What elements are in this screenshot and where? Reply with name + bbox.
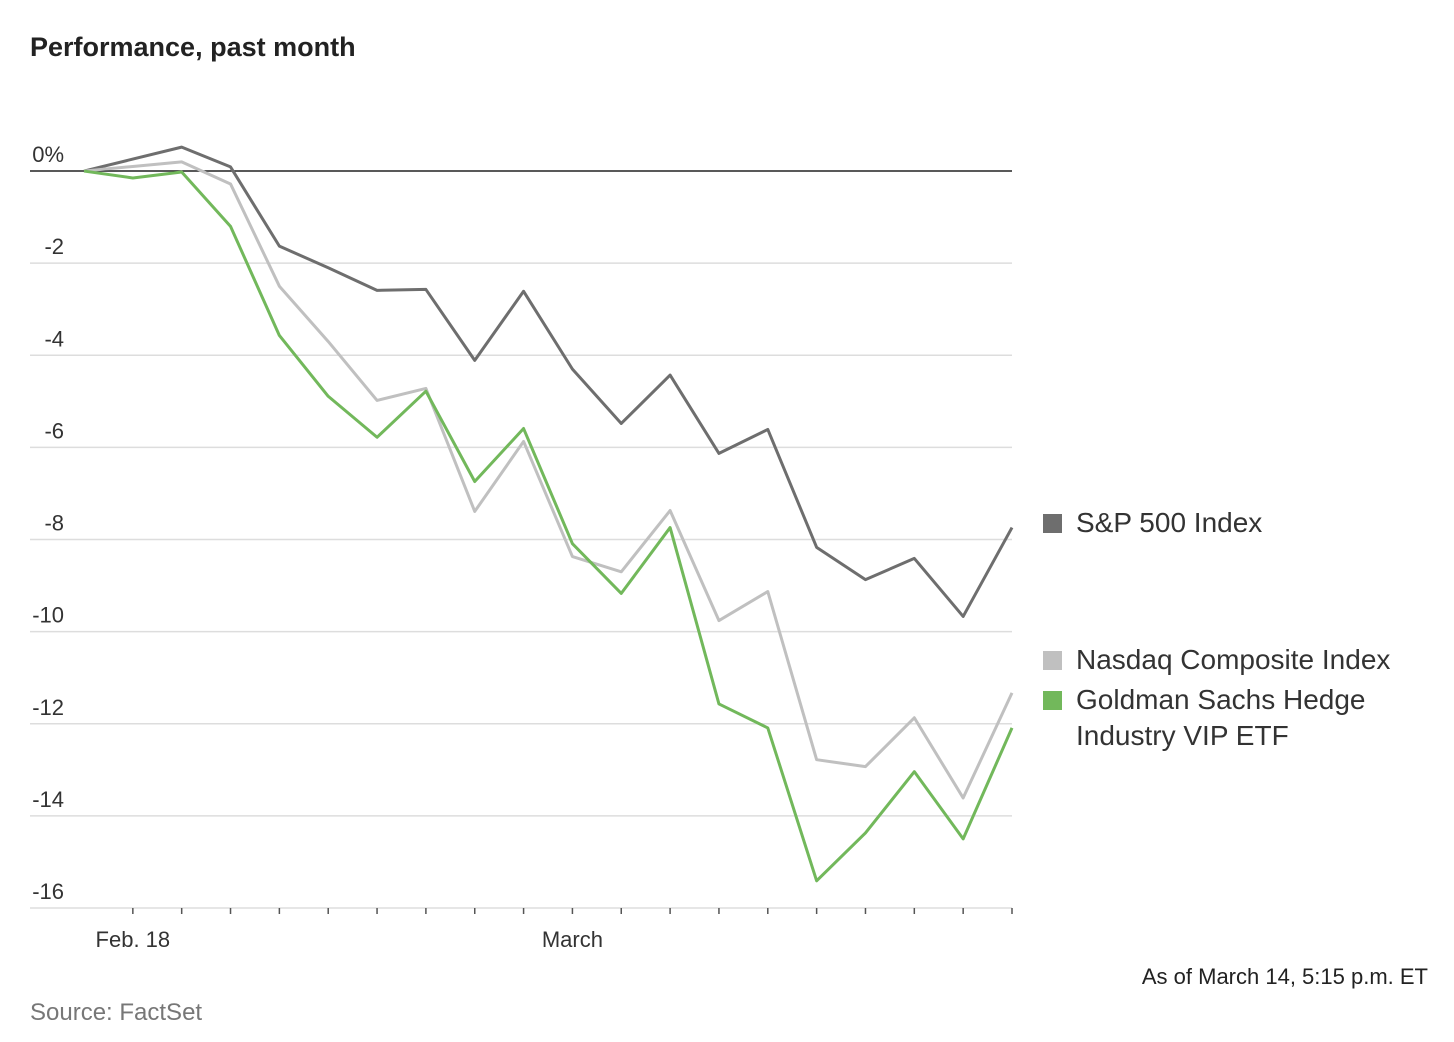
y-tick-label: -8 (44, 511, 64, 536)
series-line (83, 145, 1014, 618)
x-tick-label: Feb. 18 (96, 927, 171, 952)
y-tick-label: -16 (32, 879, 64, 904)
y-tick-label: -4 (44, 326, 64, 351)
y-tick-label: 0% (32, 142, 64, 167)
legend-label: Goldman Sachs Hedge Industry VIP ETF (1076, 684, 1366, 751)
y-tick-label: -6 (44, 418, 64, 443)
x-tick-label: March (542, 927, 603, 952)
chart-title: Performance, past month (30, 32, 356, 62)
y-tick-label: -2 (44, 234, 64, 259)
legend-label: Nasdaq Composite Index (1076, 644, 1391, 675)
legend-entry: Nasdaq Composite Index (1043, 642, 1403, 678)
y-tick-label: -12 (32, 695, 64, 720)
legend-label: S&P 500 Index (1076, 507, 1263, 538)
series-line (83, 160, 1014, 800)
legend-swatch (1043, 514, 1062, 533)
legend-swatch (1043, 691, 1062, 710)
note: As of March 14, 5:15 p.m. ET (1142, 964, 1428, 989)
legend-swatch (1043, 651, 1062, 670)
source: Source: FactSet (30, 999, 202, 1026)
y-tick-label: -10 (32, 603, 64, 628)
series-line (83, 169, 1014, 883)
legend-entry: S&P 500 Index (1043, 505, 1403, 541)
y-tick-label: -14 (32, 787, 64, 812)
legend-entry: Goldman Sachs Hedge Industry VIP ETF (1043, 682, 1403, 754)
